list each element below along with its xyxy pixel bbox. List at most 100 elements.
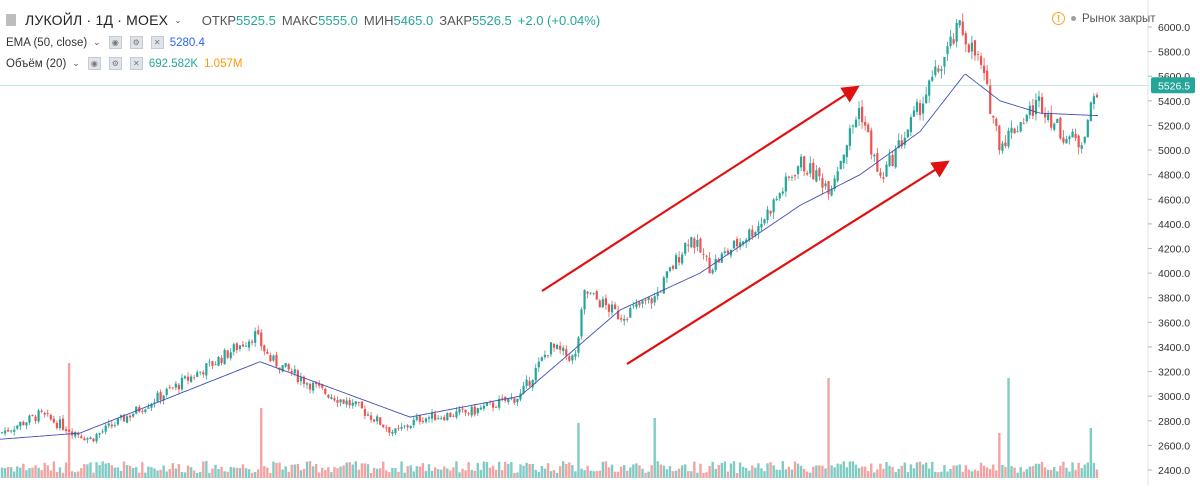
gear-icon[interactable]: ⚙ <box>129 36 143 49</box>
volume-bar <box>891 467 894 478</box>
volume-bar <box>324 470 327 478</box>
candle <box>501 394 504 402</box>
candle <box>13 426 16 436</box>
volume-bar <box>1013 467 1016 478</box>
volume-bar <box>723 461 727 478</box>
candle <box>864 116 867 131</box>
candle <box>772 198 775 219</box>
candle <box>302 375 306 388</box>
volume-bar <box>235 467 239 478</box>
candle <box>397 424 400 431</box>
volume-bar <box>13 471 16 478</box>
candle <box>19 421 22 431</box>
volume-bar <box>970 471 974 478</box>
close-icon[interactable]: ✕ <box>129 57 143 70</box>
volume-bar <box>1071 462 1074 478</box>
volume-bar <box>74 472 77 478</box>
candle <box>473 403 476 417</box>
volume-bar <box>918 461 922 478</box>
volume-bar <box>61 472 65 478</box>
candle <box>681 251 684 266</box>
candle <box>705 254 708 262</box>
chevron-down-icon[interactable]: ⌄ <box>174 14 182 25</box>
candle <box>290 368 293 377</box>
volume-bar <box>738 462 742 478</box>
candle <box>885 161 888 178</box>
candle <box>1016 125 1019 133</box>
candle <box>845 144 848 165</box>
volume-bar <box>979 462 983 478</box>
volume-bar <box>80 468 83 478</box>
volume-bar <box>555 472 559 478</box>
volume-bar <box>476 463 479 478</box>
volume-bar <box>741 466 745 478</box>
candle <box>382 424 385 429</box>
volume-bar <box>684 464 687 478</box>
candle <box>34 414 37 424</box>
candle <box>68 429 71 432</box>
close-value: 5526.5 <box>472 12 512 28</box>
volume-bar <box>247 469 251 478</box>
candle <box>49 413 52 421</box>
volume-bar <box>46 465 49 478</box>
volume-bar <box>37 467 40 478</box>
candle <box>470 404 473 418</box>
candle <box>983 57 986 81</box>
candle <box>678 251 681 266</box>
market-status[interactable]: ! Рынок закрыт <box>1052 12 1156 25</box>
volume-bar <box>217 469 220 478</box>
ema-legend: EMA (50, close) ⌄ ◉ ⚙ ✕ 5280.4 <box>6 36 205 49</box>
gear-icon[interactable]: ⚙ <box>108 57 122 70</box>
candle <box>77 431 80 439</box>
volume-bar <box>159 469 162 478</box>
volume-bar <box>95 462 98 478</box>
close-icon[interactable]: ✕ <box>150 36 164 49</box>
volume-bar <box>238 467 242 478</box>
volume-label[interactable]: Объём (20) <box>6 57 67 70</box>
candle <box>1001 140 1004 155</box>
market-status-text: Рынок закрыт <box>1082 12 1156 25</box>
change-value: +2.0 (+0.04%) <box>517 12 601 28</box>
candle <box>373 418 376 423</box>
chevron-down-icon[interactable]: ⌄ <box>93 37 101 47</box>
y-tick-label: 4000.0 <box>1158 268 1190 280</box>
candle <box>214 361 217 366</box>
volume-bar <box>177 463 181 478</box>
volume-bar <box>528 463 531 478</box>
y-tick-label: 3800.0 <box>1158 293 1190 305</box>
volume-bar <box>778 469 781 478</box>
volume-bar <box>192 470 196 478</box>
volume-bar <box>220 466 223 478</box>
candle <box>806 170 809 176</box>
candle <box>180 373 184 392</box>
candle <box>1056 118 1059 124</box>
chevron-down-icon[interactable]: ⌄ <box>72 58 80 68</box>
eye-icon[interactable]: ◉ <box>108 36 122 49</box>
candle <box>739 238 742 251</box>
y-tick-label: 4600.0 <box>1158 194 1190 206</box>
volume-bar <box>754 467 757 478</box>
volume-bar <box>568 462 571 478</box>
candle <box>918 99 922 121</box>
volume-bar <box>83 463 86 478</box>
candle <box>232 342 235 356</box>
volume-bar <box>577 423 580 478</box>
volume-bar <box>22 463 25 478</box>
volume-bar <box>171 463 174 478</box>
volume-bar <box>1059 465 1062 478</box>
volume-bar <box>333 466 336 478</box>
eye-icon[interactable]: ◉ <box>87 57 101 70</box>
volume-bar <box>549 471 553 478</box>
volume-bar <box>842 461 845 478</box>
volume-bar <box>525 462 528 478</box>
symbol-title[interactable]: ЛУКОЙЛ · 1Д · MOEX <box>25 12 169 28</box>
volume-bar <box>260 408 263 478</box>
candle <box>854 116 858 128</box>
ema-label[interactable]: EMA (50, close) <box>6 36 88 49</box>
candle <box>925 86 928 105</box>
volume-bar <box>440 469 443 478</box>
volume-bar <box>921 464 925 478</box>
price-axis: 2400.0 2600.0 2800.0 3000.0 3200.0 3400.0 3600… <box>1148 22 1195 477</box>
